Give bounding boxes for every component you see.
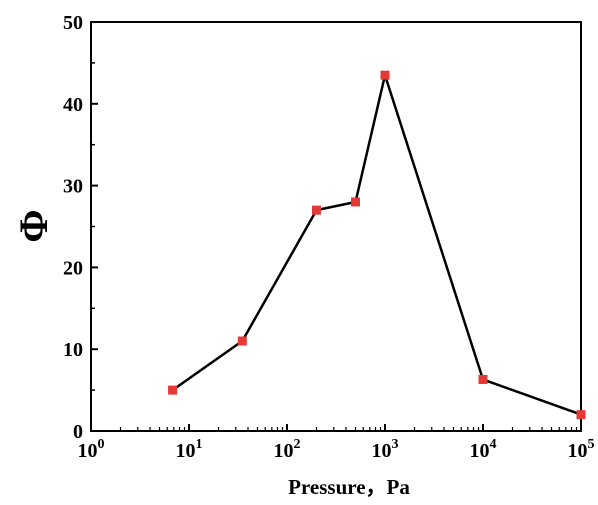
y-tick-label: 10 <box>63 339 83 361</box>
data-point-marker <box>168 385 178 395</box>
x-tick-label: 102 <box>274 437 301 462</box>
series-line <box>171 73 582 416</box>
data-point-marker <box>312 205 322 215</box>
data-point-marker <box>237 336 247 346</box>
data-point-marker <box>350 197 360 207</box>
x-axis-label: Pressure，Pa <box>288 475 410 499</box>
y-tick-label: 0 <box>73 421 83 443</box>
y-axis-ticks: 0 10 20 30 40 50 <box>63 12 98 443</box>
y-tick-label: 40 <box>63 94 83 116</box>
series-layer <box>168 70 586 420</box>
x-tick-label: 100 <box>78 437 105 462</box>
y-tick-label: 20 <box>63 257 83 279</box>
y-tick-label: 30 <box>63 176 83 198</box>
x-tick-label: 105 <box>568 437 595 462</box>
data-point-marker <box>478 374 488 384</box>
x-tick-label: 101 <box>176 437 203 462</box>
x-axis-ticks: 100 101 102 103 104 105 <box>78 424 595 462</box>
y-tick-label: 50 <box>63 12 83 34</box>
x-tick-label: 104 <box>470 437 497 462</box>
data-point-marker <box>576 410 586 420</box>
y-axis-label: Φ <box>11 209 56 242</box>
data-point-marker <box>380 70 390 80</box>
plot-border <box>90 21 582 432</box>
plot-frame <box>90 21 582 432</box>
x-tick-label: 103 <box>372 437 399 462</box>
